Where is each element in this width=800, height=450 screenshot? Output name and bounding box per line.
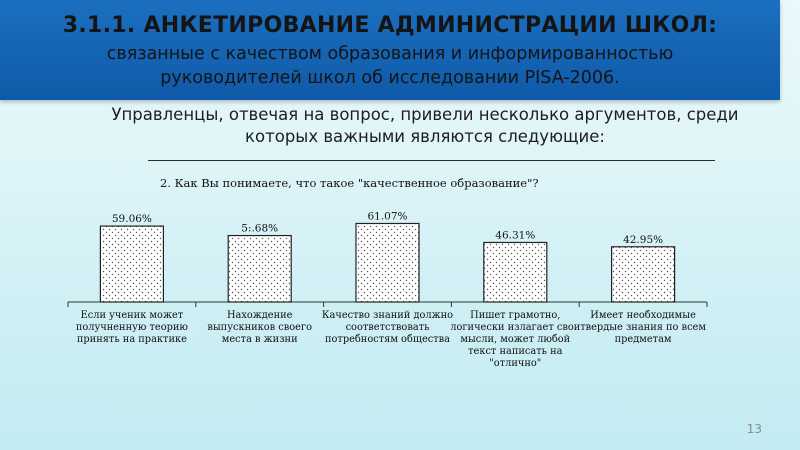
category-label: потребностям общества (325, 334, 450, 345)
category-label: Имеет необходимые (590, 310, 696, 321)
category-label: Качество знаний должно (322, 310, 453, 321)
category-label: получненную теорию (76, 322, 189, 333)
category-label: твердые знания по всем (580, 322, 706, 333)
bar (483, 241, 548, 303)
bar-value-label: 42.95% (623, 234, 663, 246)
category-label: предметам (615, 334, 672, 345)
slide-title-sub-line2: руководителей школ об исследовании PISA-… (160, 68, 620, 88)
bar-value-label: 5:.68% (241, 223, 278, 235)
chart-title: 2. Как Вы понимаете, что такое "качестве… (160, 176, 539, 190)
category-label: соответствовать (346, 322, 430, 333)
bar (355, 222, 420, 303)
bar-value-label: 61.07% (367, 210, 407, 222)
category-label: Если ученик может (81, 310, 184, 321)
slide-title-sub-line1: связанные с качеством образования и инфо… (106, 44, 674, 64)
slide-title: 3.1.1. АНКЕТИРОВАНИЕ АДМИНИСТРАЦИИ ШКОЛ: (62, 13, 718, 38)
bar-value-label: 59.06% (112, 213, 152, 225)
category-label: "отлично" (489, 358, 541, 369)
category-label: текст написать на (468, 346, 563, 357)
bar (610, 246, 676, 303)
category-label: логически излагает свои (450, 322, 580, 333)
category-label: принять на практике (77, 334, 187, 345)
bar-value-label: 46.31% (495, 229, 535, 241)
category-label: мысли, может любой (460, 334, 570, 345)
slide-subtitle: Управленцы, отвечая на вопрос, привели н… (111, 105, 739, 146)
category-label: Нахождение (227, 310, 293, 321)
category-label: выпускников своего (207, 322, 312, 333)
bar (227, 234, 292, 303)
title-bar: 3.1.1. АНКЕТИРОВАНИЕ АДМИНИСТРАЦИИ ШКОЛ:… (0, 0, 780, 100)
bar (99, 225, 165, 303)
category-label: Пишет грамотно, (470, 310, 560, 321)
category-label: места в жизни (222, 334, 298, 345)
page-number: 13 (746, 422, 762, 436)
divider-line (148, 160, 715, 161)
